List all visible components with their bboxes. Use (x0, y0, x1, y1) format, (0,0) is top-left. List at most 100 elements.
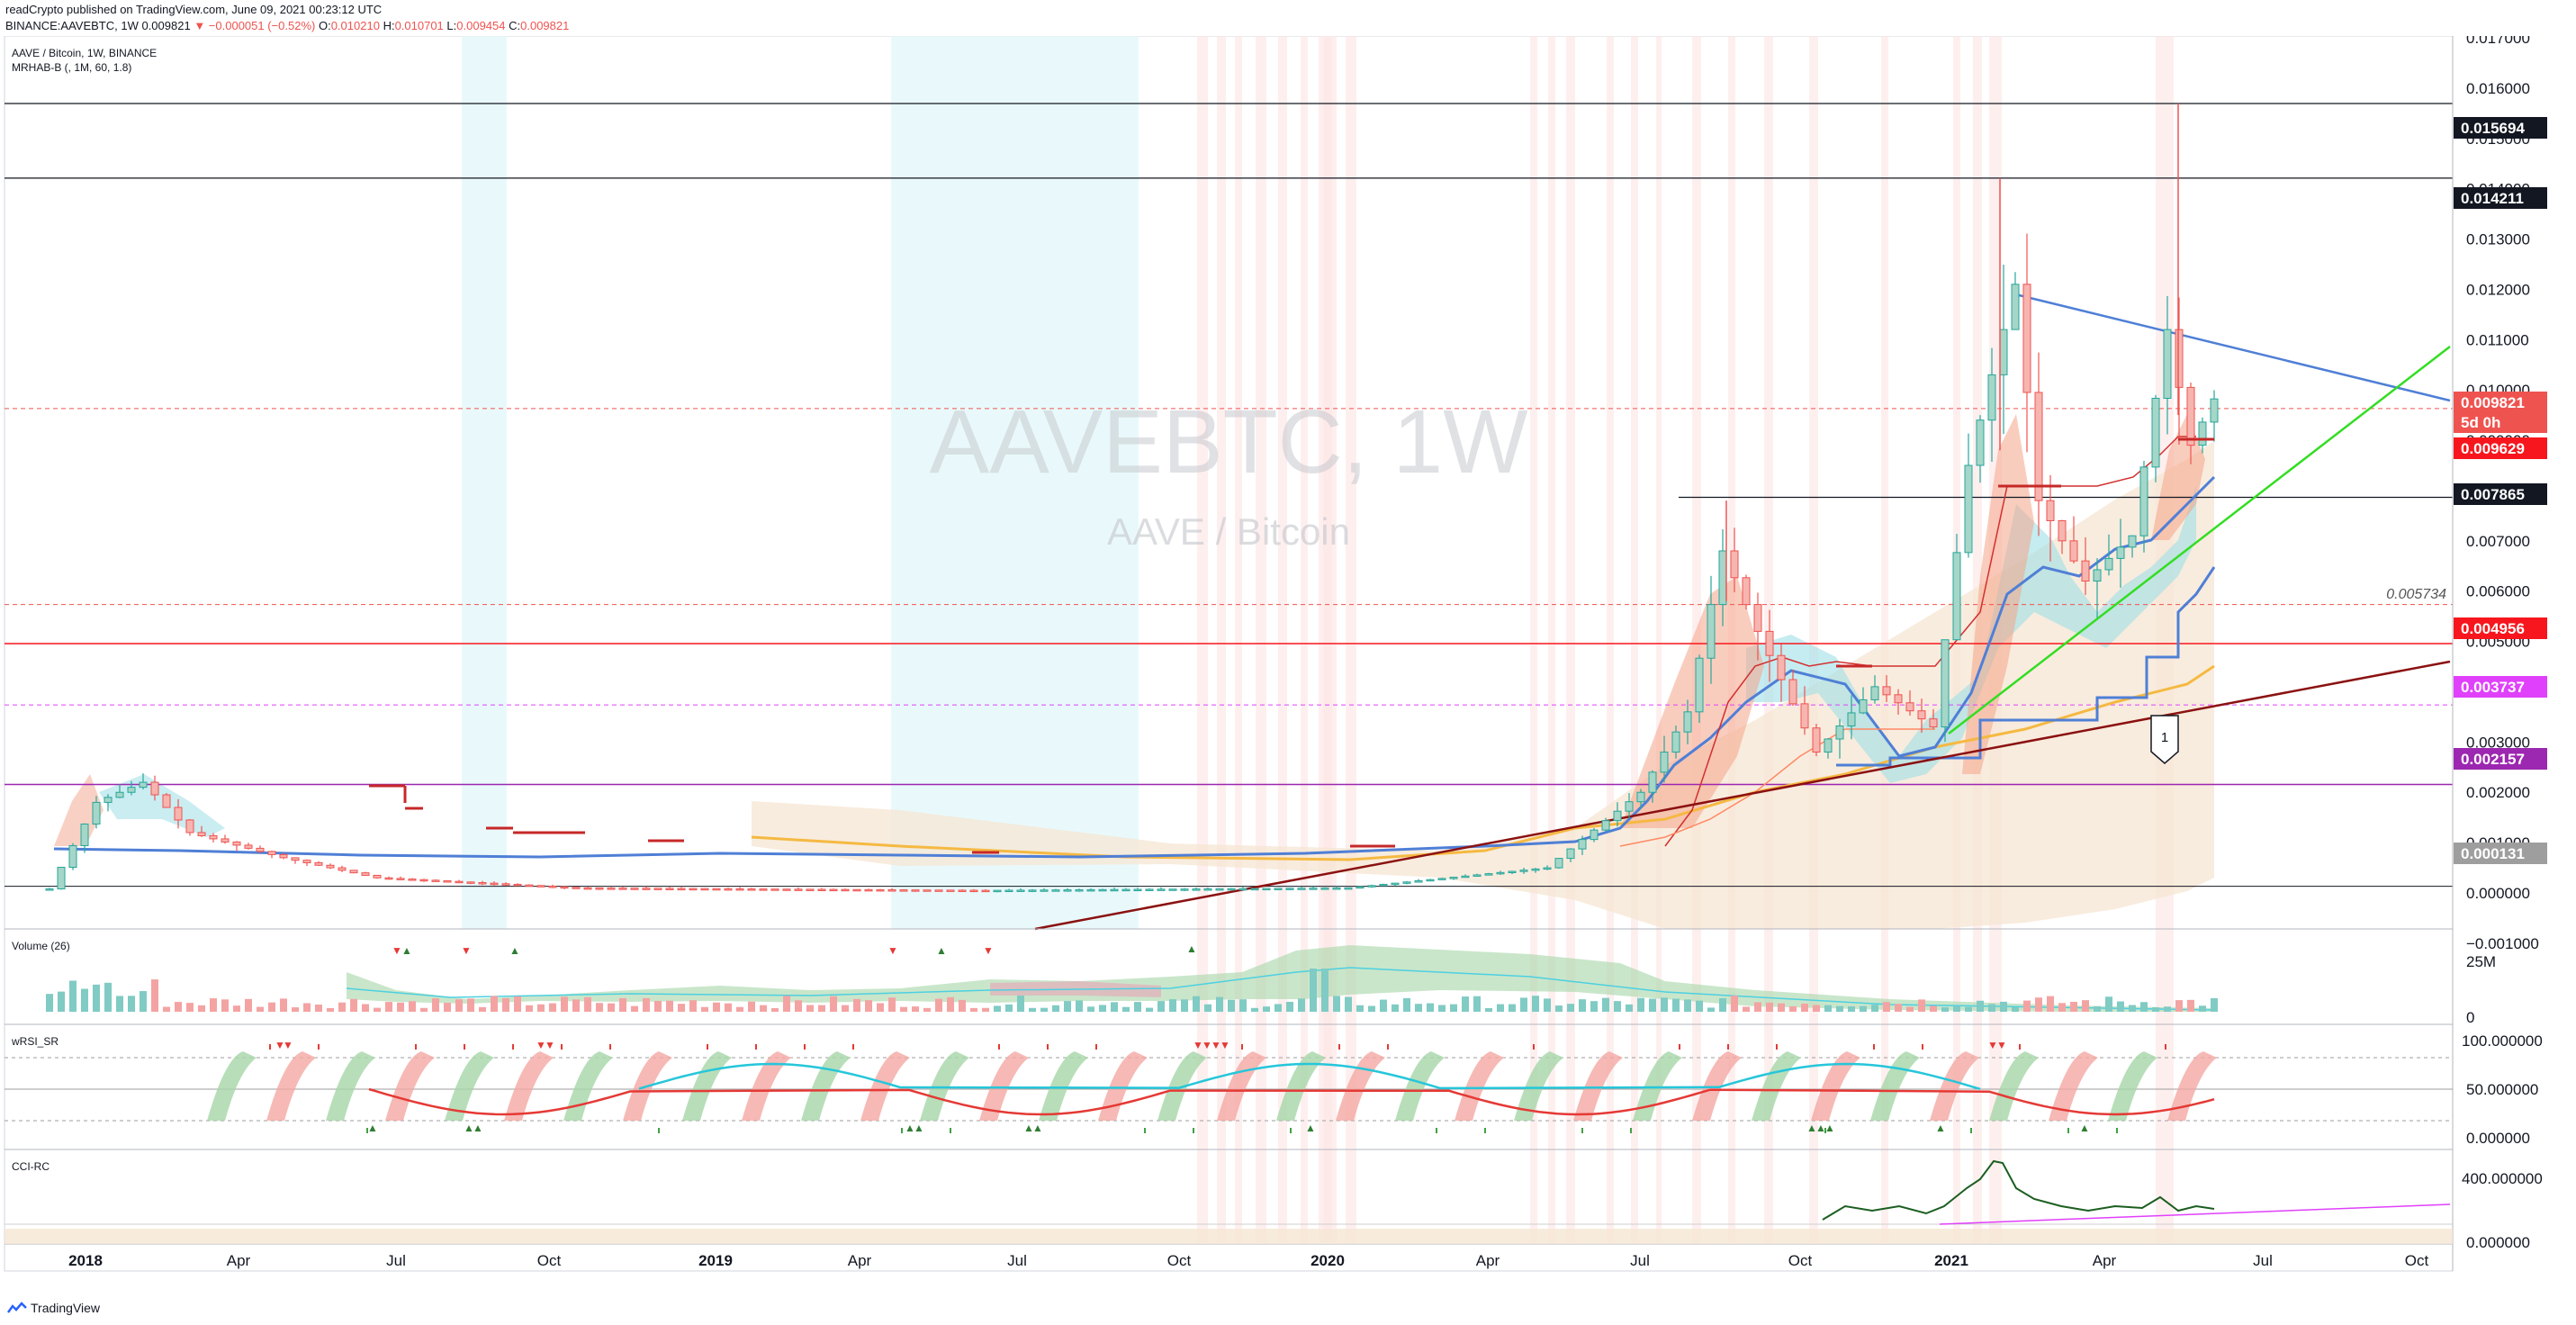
volume-bar (2199, 1005, 2206, 1012)
volume-bar (1005, 1004, 1013, 1012)
candle-body (2151, 397, 2160, 468)
svg-text:▲: ▲ (1023, 1122, 1034, 1134)
candle-body (68, 844, 77, 868)
candle-body (1402, 881, 1411, 884)
volume-bar (1731, 996, 1738, 1012)
candle-body (934, 889, 943, 892)
candle-body (1788, 679, 1797, 705)
volume-bar (186, 1003, 194, 1012)
price-tick-label: 0.006000 (2466, 583, 2530, 600)
candle-body (291, 857, 300, 861)
candle-body (2139, 466, 2148, 536)
volume-bar (526, 1005, 533, 1012)
volume-bar (1590, 1001, 1598, 1012)
svg-text:▼: ▼ (1996, 1039, 2007, 1051)
volume-bar (643, 997, 650, 1012)
blue-ma-line (53, 475, 2216, 859)
candle-body (1379, 883, 1388, 887)
candle-body (1671, 731, 1680, 753)
price-level-tag: 0.004956 (2454, 617, 2547, 639)
tradingview-chart[interactable]: AAVEBTC, 1W AAVE / Bitcoin AAVE / Bitcoi… (0, 36, 2576, 1296)
candle-body (1636, 791, 1645, 803)
volume-bar (1111, 1002, 1118, 1012)
candle-body (1859, 699, 1868, 714)
candle-body (899, 889, 908, 892)
volume-bar (1953, 1005, 1960, 1012)
candle-body (607, 888, 616, 890)
volume-bar (1579, 999, 1586, 1012)
volume-bar (1684, 999, 1691, 1012)
candle-body (1753, 604, 1762, 632)
candle-body (595, 887, 604, 890)
open-value: 0.010210 (330, 19, 380, 32)
volume-bar (1602, 997, 1609, 1012)
candle-body (677, 888, 686, 891)
price-level-tag: 0.015694 (2454, 117, 2547, 139)
volume-bar (654, 1000, 662, 1012)
early-cyan-cloud (99, 774, 225, 837)
beige-cloud (752, 441, 2214, 929)
time-tick-label: 2019 (698, 1252, 733, 1269)
candle-body (689, 888, 698, 891)
time-tick-label: Apr (2093, 1252, 2117, 1269)
volume-bar (315, 1005, 322, 1012)
candle-body (1332, 888, 1341, 890)
volume-bar (1438, 1005, 1446, 1012)
time-tick-label: Apr (227, 1252, 251, 1269)
volume-bar (1497, 1004, 1504, 1012)
candle-body (1086, 888, 1095, 892)
svg-text:▲: ▲ (2079, 1122, 2090, 1134)
candle-body (2128, 535, 2137, 548)
candle-body (1484, 873, 1493, 876)
time-tick-label: Oct (537, 1252, 562, 1269)
wrsi-axis-100: 100.000000 (2462, 1032, 2543, 1050)
candle-body (1274, 888, 1283, 890)
candle-body (1812, 727, 1821, 753)
candle-body (1952, 552, 1961, 641)
volume-bar (2105, 996, 2112, 1012)
volume-bar (502, 997, 509, 1012)
open-label: O: (318, 19, 331, 32)
candle-body (2093, 569, 2102, 582)
volume-bar (888, 997, 896, 1012)
candle-body (2198, 421, 2207, 446)
volume-bar (1649, 998, 1656, 1012)
volume-bar (93, 984, 100, 1012)
tradingview-logo-icon (7, 1302, 27, 1313)
volume-bar (795, 1000, 802, 1012)
candle-body (2175, 329, 2184, 388)
volume-bar (1626, 1004, 1633, 1012)
volume-bar (1544, 998, 1551, 1012)
volume-bar (2000, 1001, 2007, 1012)
svg-text:▼: ▼ (275, 1039, 285, 1051)
volume-bar (1918, 999, 1925, 1012)
candle-body (244, 844, 253, 849)
candle-body (1882, 686, 1891, 696)
svg-text:0.002157: 0.002157 (2461, 751, 2525, 768)
volume-bar (1824, 1005, 1832, 1012)
volume-pane-title: Volume (26) (12, 940, 70, 952)
time-tick-label: Oct (1788, 1252, 1813, 1269)
candle-body (1601, 820, 1610, 831)
cci-pane-title: CCI-RC (12, 1160, 50, 1173)
candle-body (1203, 888, 1212, 891)
candle-body (735, 888, 744, 891)
candle-body (1613, 810, 1622, 822)
time-tick-label: 2020 (1311, 1252, 1345, 1269)
cci-base-band (5, 1229, 2453, 1244)
candle-body (127, 787, 136, 793)
svg-text:0.015694: 0.015694 (2461, 120, 2525, 137)
volume-bar (1871, 1005, 1878, 1012)
candle-body (1941, 639, 1950, 728)
candle-body (57, 867, 66, 890)
candle-body (1660, 752, 1669, 773)
volume-bars (46, 969, 2218, 1012)
time-tick-label: 2018 (68, 1252, 103, 1269)
volume-bar (818, 1005, 825, 1012)
candle-body (1777, 654, 1786, 681)
footer[interactable]: TradingView (7, 1301, 100, 1315)
volume-bar (842, 1005, 849, 1012)
volume-bar (303, 1003, 311, 1012)
thin-red-line (1664, 436, 2196, 847)
svg-text:▼: ▼ (536, 1039, 546, 1051)
